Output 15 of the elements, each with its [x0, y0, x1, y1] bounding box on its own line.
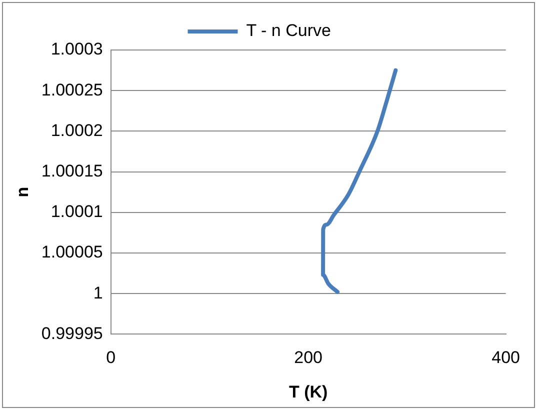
- x-tick-label: 0: [106, 348, 116, 368]
- legend-label: T - n Curve: [246, 21, 331, 40]
- y-tick-label: 1.00025: [41, 80, 103, 100]
- y-tick-label: 0.99995: [41, 324, 103, 343]
- x-tick-label: 200: [294, 348, 323, 368]
- y-tick-label: 1.0003: [50, 40, 103, 59]
- y-tick-label: 1.00015: [41, 161, 103, 180]
- y-tick-label: 1.0001: [50, 202, 103, 222]
- y-axis-title: n: [12, 186, 32, 198]
- x-tick-label: 400: [492, 348, 520, 368]
- line-series: [321, 68, 398, 294]
- x-axis-title: T (K): [288, 382, 328, 402]
- y-tick-label: 1.0002: [50, 120, 103, 140]
- y-tick-label: 1: [93, 283, 103, 302]
- y-tick-label: 1.00005: [41, 242, 103, 262]
